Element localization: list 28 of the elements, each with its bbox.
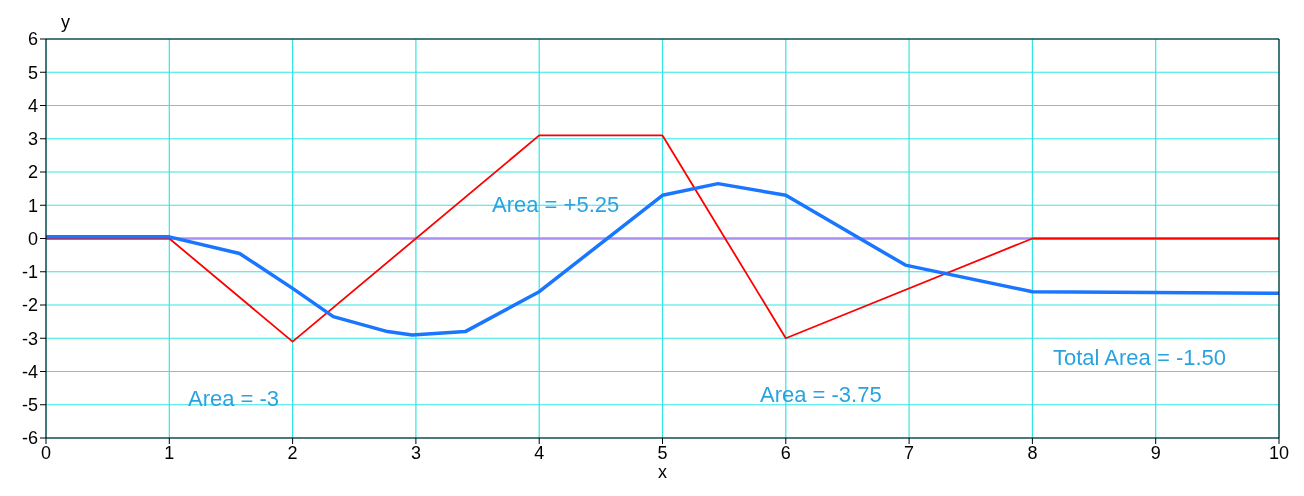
x-tick-label: 9 [1150, 442, 1161, 463]
y-tick-label: -2 [21, 295, 38, 316]
y-tick-label: 0 [27, 228, 38, 249]
x-axis-title: x [658, 462, 667, 482]
y-tick-label: -4 [21, 361, 38, 382]
line-series [46, 181, 1279, 337]
y-tick-label: 2 [27, 162, 38, 183]
y-tick-label: -5 [21, 395, 38, 416]
x-tick-label: 5 [657, 442, 668, 463]
x-tick-label: 4 [534, 442, 545, 463]
x-tick-label: 0 [40, 442, 52, 463]
x-tick-label: 10 [1268, 442, 1290, 463]
x-tick-label: 6 [780, 442, 791, 463]
y-tick-label: 6 [27, 29, 38, 50]
y-tick-label: -3 [21, 328, 38, 349]
y-tick-label: 4 [27, 95, 38, 116]
y-tick-label: 1 [27, 195, 38, 216]
y-tick-label: 3 [27, 129, 38, 150]
annotation: Total Area = -1.50 [1053, 345, 1227, 371]
y-axis-title: y [61, 11, 70, 32]
y-tick-label: -6 [21, 428, 38, 449]
y-tick-label: 5 [27, 62, 38, 83]
y-tick-label: -1 [21, 262, 38, 283]
x-tick-label: 3 [410, 442, 421, 463]
x-tick-label: 8 [1027, 442, 1038, 463]
x-tick-label: 7 [904, 442, 915, 463]
x-tick-label: 1 [164, 442, 175, 463]
x-tick-label: 2 [287, 442, 298, 463]
